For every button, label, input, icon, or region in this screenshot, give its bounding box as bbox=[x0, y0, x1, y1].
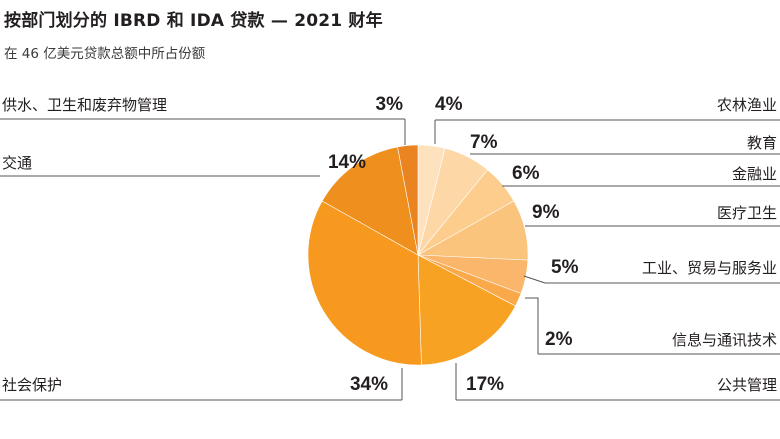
pie-slice bbox=[307, 200, 422, 366]
slice-name-label: 信息与通讯技术 bbox=[672, 331, 777, 349]
slice-percent-label: 9% bbox=[532, 202, 560, 223]
chart-title: 按部门划分的 IBRD 和 IDA 贷款 — 2021 财年 bbox=[4, 11, 383, 31]
slice-name-label: 农林渔业 bbox=[717, 96, 777, 114]
slice-percent-label: 4% bbox=[435, 94, 463, 115]
slice-name-label: 教育 bbox=[747, 134, 777, 152]
slice-percent-label: 34% bbox=[350, 374, 388, 395]
slice-name-label: 交通 bbox=[2, 154, 32, 172]
slice-name-label: 工业、贸易与服务业 bbox=[642, 259, 777, 277]
slice-percent-label: 17% bbox=[466, 374, 504, 395]
leader-connector bbox=[525, 297, 539, 354]
slice-percent-label: 14% bbox=[328, 152, 366, 173]
pie-slice bbox=[417, 254, 516, 366]
slice-name-label: 公共管理 bbox=[717, 376, 777, 394]
slice-percent-label: 6% bbox=[512, 163, 540, 184]
chart-subtitle: 在 46 亿美元贷款总额中所占份额 bbox=[4, 46, 206, 62]
slice-name-label: 供水、卫生和废弃物管理 bbox=[2, 96, 167, 114]
pie-slice bbox=[321, 146, 419, 256]
slice-percent-label: 7% bbox=[470, 132, 498, 153]
pie-slice bbox=[397, 144, 419, 256]
slice-percent-label: 3% bbox=[376, 94, 404, 115]
slice-name-label: 社会保护 bbox=[2, 376, 62, 394]
slice-name-label: 金融业 bbox=[732, 165, 777, 183]
slice-percent-label: 2% bbox=[545, 329, 573, 350]
slice-name-label: 医疗卫生 bbox=[717, 204, 777, 222]
leader-connector bbox=[523, 275, 546, 284]
slice-percent-label: 5% bbox=[551, 257, 579, 278]
